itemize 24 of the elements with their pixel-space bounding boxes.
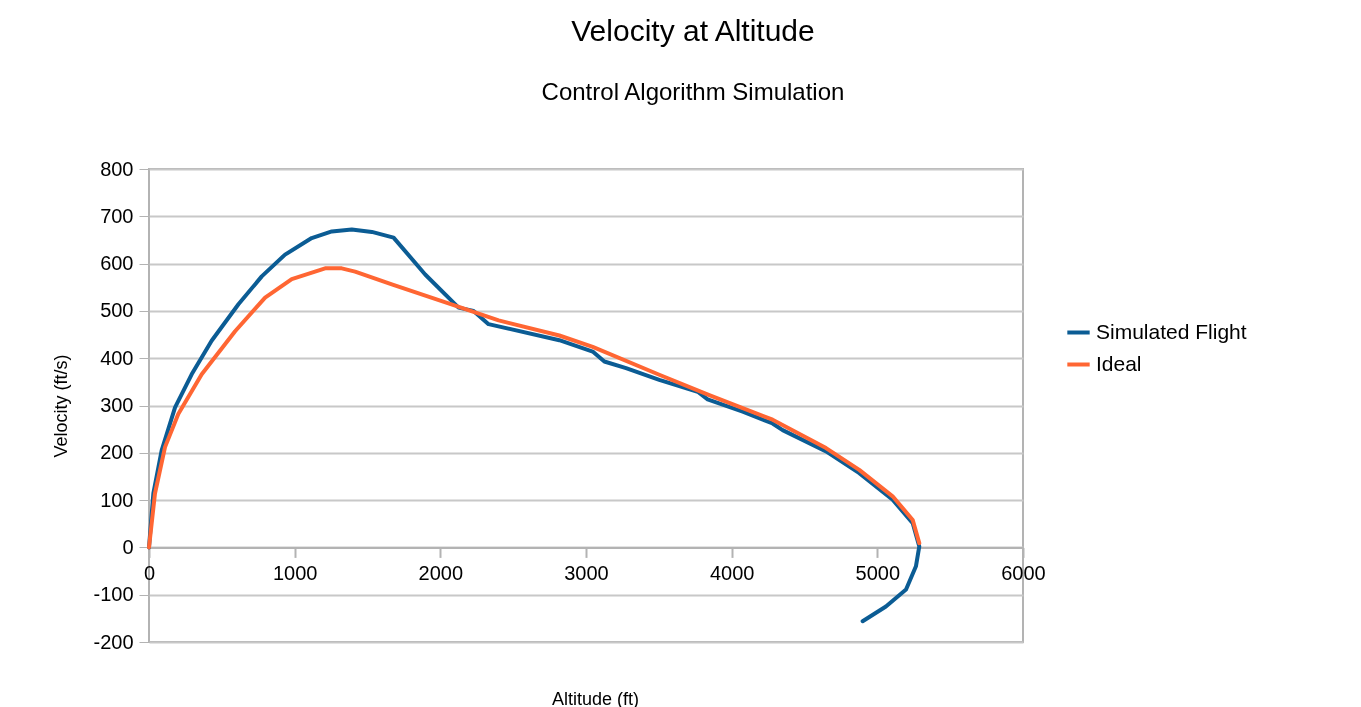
y-tick-label: 100 [100,488,134,511]
x-tick-label: 5000 [855,561,901,584]
y-tick-label: 0 [122,535,134,558]
x-tick-label: 6000 [1001,561,1046,584]
y-axis-title: Velocity (ft/s) [51,354,72,458]
y-tick-label: -100 [93,583,134,606]
x-tick-label: 4000 [709,561,755,584]
y-tick-label: 200 [100,441,134,464]
chart-title: Velocity at Altitude [571,14,815,47]
y-tick-label: 700 [100,204,134,227]
line-series [147,266,922,550]
x-tick-label: 3000 [564,561,609,584]
chart-subtitle: Control Algorithm Simulation [541,78,845,105]
y-tick-label: 400 [100,346,134,369]
x-tick-label: 0 [143,561,156,584]
x-tick-label: 2000 [418,561,464,584]
y-tick-label: 800 [100,157,134,180]
y-tick-label: 500 [100,299,134,322]
y-tick-label: -200 [93,630,134,653]
y-tick-label: 600 [100,252,134,275]
y-tick-label: 300 [100,394,134,416]
legend-label: Ideal [1096,351,1142,375]
x-tick-label: 1000 [272,561,318,584]
legend-label: Simulated Flight [1096,319,1247,343]
